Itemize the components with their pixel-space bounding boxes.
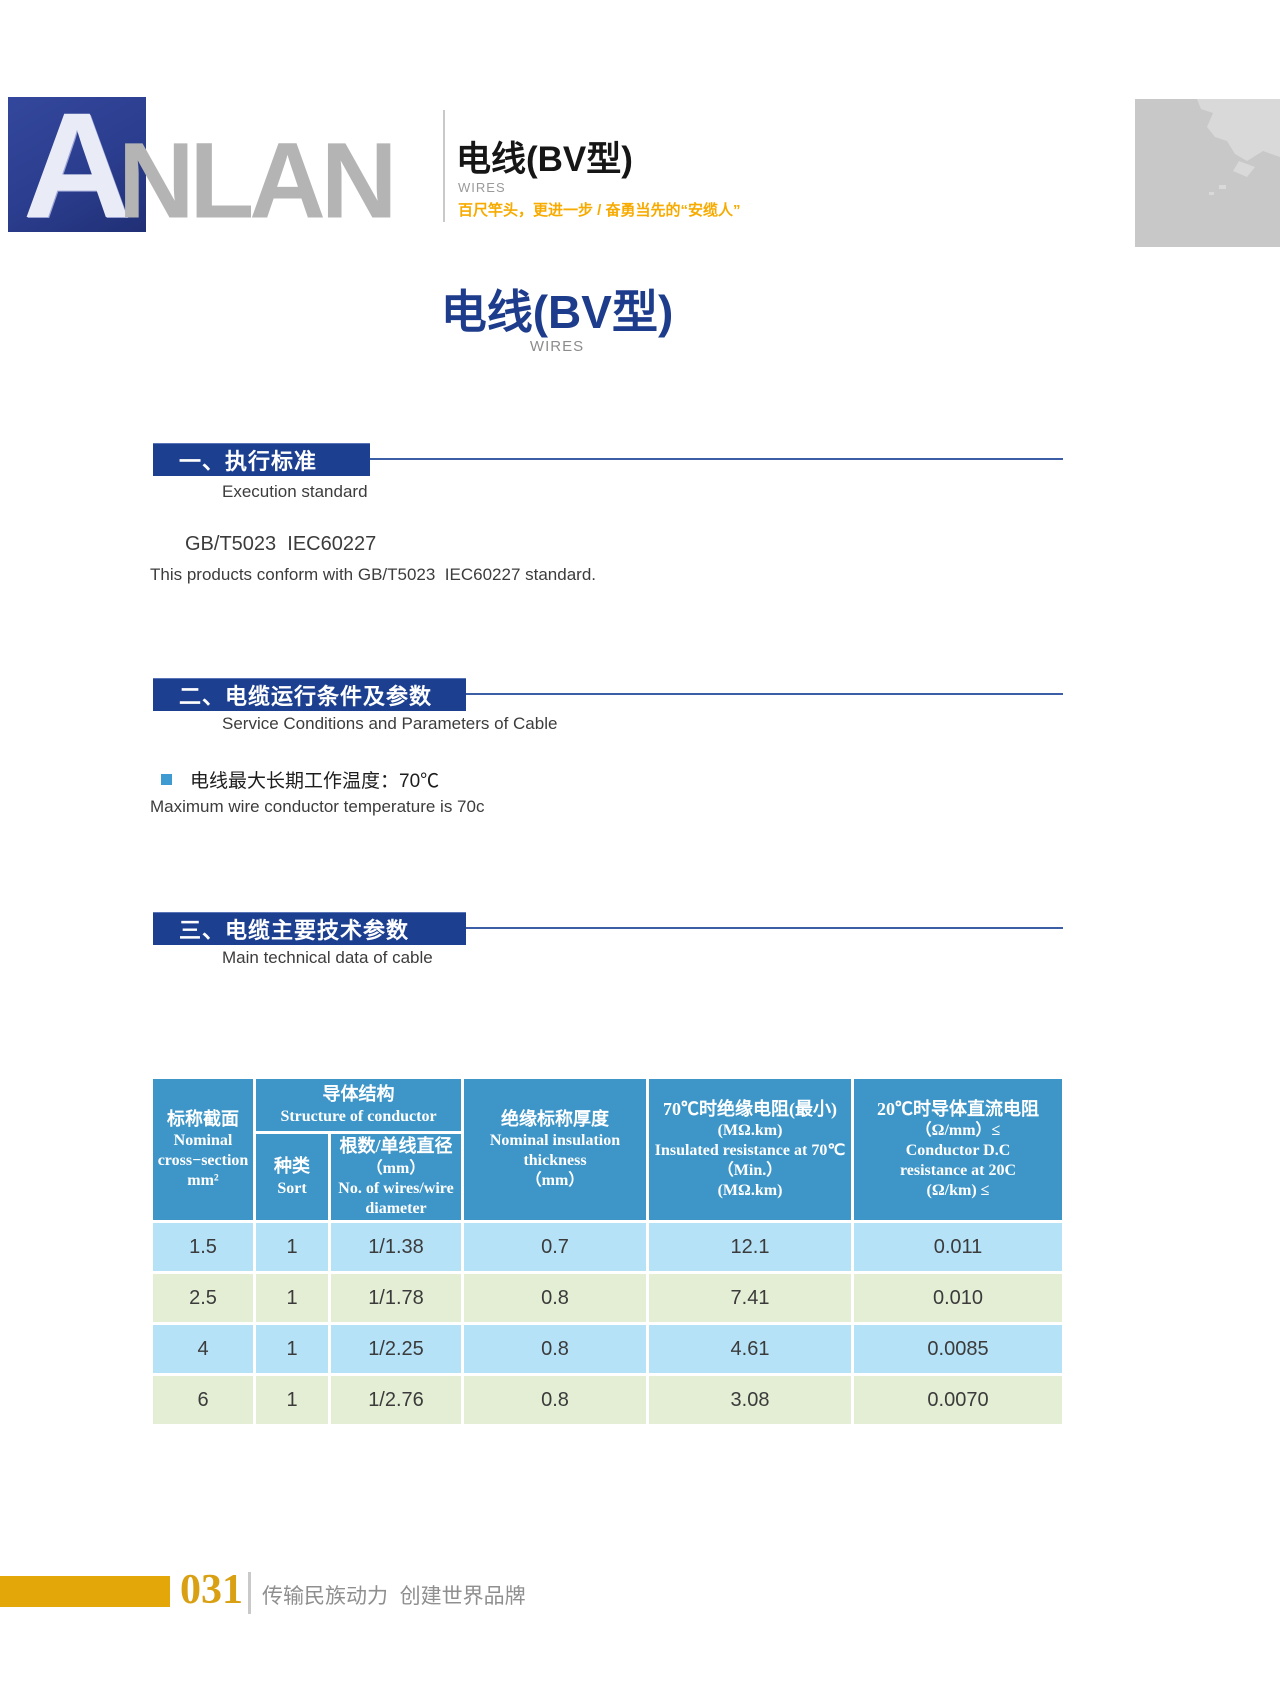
cell-dc-resistance: 0.011 <box>854 1223 1062 1271</box>
bullet-square-icon <box>161 774 172 785</box>
footer-slogan: 传输民族动力 创建世界品牌 <box>262 1585 526 1608</box>
anlan-logo: A <box>8 90 146 240</box>
header-line: （mm） <box>366 1159 426 1177</box>
section1-heading-en: Execution standard <box>222 482 368 501</box>
header-line: Conductor D.C <box>905 1142 1011 1160</box>
cell-sort: 1 <box>256 1274 328 1322</box>
header-line: resistance at 20C <box>899 1162 1017 1180</box>
header-line: diameter <box>365 1199 427 1217</box>
section1-standard-note: This products conform with GB/T5023 IEC6… <box>150 565 597 584</box>
section1-rule <box>370 458 1063 460</box>
section3-heading: 三、电缆主要技术参数 <box>153 912 466 945</box>
cell-insulation-resistance: 7.41 <box>649 1274 851 1322</box>
anlan-logo-a-letter: A <box>22 80 132 249</box>
header-line: （Min.） <box>717 1162 783 1180</box>
header-line: (MΩ.km) <box>717 1182 783 1200</box>
brand-divider <box>443 110 445 222</box>
header-line: thickness <box>523 1152 587 1170</box>
col-header-sort: 种类 Sort <box>256 1134 328 1220</box>
header-line: （mm） <box>525 1172 585 1190</box>
section1-heading: 一、执行标准 <box>153 443 370 476</box>
header-line: 绝缘标称厚度 <box>501 1108 609 1129</box>
technical-data-table: 标称截面 Nominal cross−section mm² 导体结构 Stru… <box>150 1076 1065 1427</box>
cell-wires-diameter: 1/2.76 <box>331 1376 461 1424</box>
anlan-logo-text: NLAN <box>118 120 397 242</box>
cell-sort: 1 <box>256 1376 328 1424</box>
header-line: cross−section <box>157 1152 249 1170</box>
header-line: Sort <box>277 1179 307 1197</box>
header-line: (MΩ.km) <box>717 1122 783 1140</box>
header-line: Insulated resistance at 70℃ <box>654 1142 846 1160</box>
col-header-insulation-thickness: 绝缘标称厚度 Nominal insulation thickness （mm） <box>464 1079 646 1220</box>
section3-rule <box>466 927 1063 929</box>
header-line: (Ω/km) ≤ <box>926 1182 990 1200</box>
cell-cross-section: 4 <box>153 1325 253 1373</box>
section2-heading: 二、电缆运行条件及参数 <box>153 678 466 711</box>
header-line: Structure of conductor <box>280 1107 437 1125</box>
header-line: 20℃时导体直流电阻 <box>877 1098 1039 1119</box>
header-line: 70℃时绝缘电阻(最小) <box>663 1098 837 1119</box>
cell-sort: 1 <box>256 1223 328 1271</box>
table-row: 4 1 1/2.25 0.8 4.61 0.0085 <box>153 1325 1062 1373</box>
page-number: 031 <box>180 1567 243 1613</box>
header-line: No. of wires/wire <box>338 1179 454 1197</box>
header-line: mm² <box>187 1172 219 1190</box>
footer-divider <box>248 1572 251 1614</box>
section3-heading-en: Main technical data of cable <box>222 948 433 967</box>
col-header-dc-resistance: 20℃时导体直流电阻 （Ω/mm）≤ Conductor D.C resista… <box>854 1079 1062 1220</box>
page-title: 电线(BV型) <box>440 286 674 338</box>
cell-insulation-resistance: 4.61 <box>649 1325 851 1373</box>
page-title-en: WIRES <box>529 338 585 355</box>
table-row: 1.5 1 1/1.38 0.7 12.1 0.011 <box>153 1223 1062 1271</box>
cell-cross-section: 6 <box>153 1376 253 1424</box>
table-row: 2.5 1 1/1.78 0.8 7.41 0.010 <box>153 1274 1062 1322</box>
footer-gold-bar <box>0 1576 170 1607</box>
section1-standard-codes: GB/T5023 IEC60227 <box>185 533 377 555</box>
cell-dc-resistance: 0.010 <box>854 1274 1062 1322</box>
header-line: Nominal insulation <box>489 1132 621 1150</box>
cell-dc-resistance: 0.0070 <box>854 1376 1062 1424</box>
section2-rule <box>466 693 1063 695</box>
cell-insulation-resistance: 12.1 <box>649 1223 851 1271</box>
cell-wires-diameter: 1/1.38 <box>331 1223 461 1271</box>
col-header-nominal-cross-section: 标称截面 Nominal cross−section mm² <box>153 1079 253 1220</box>
map-landmass-shape <box>1197 99 1280 195</box>
header-line: 种类 <box>274 1156 310 1177</box>
col-header-insulation-resistance: 70℃时绝缘电阻(最小) (MΩ.km) Insulated resistanc… <box>649 1079 851 1220</box>
table-row: 6 1 1/2.76 0.8 3.08 0.0070 <box>153 1376 1062 1424</box>
header-product-title-zh: 电线(BV型) <box>456 140 633 179</box>
cell-insulation-thickness: 0.8 <box>464 1325 646 1373</box>
header-line: 导体结构 <box>322 1084 395 1105</box>
section2-heading-en: Service Conditions and Parameters of Cab… <box>222 714 558 733</box>
cell-wires-diameter: 1/1.78 <box>331 1274 461 1322</box>
cell-insulation-thickness: 0.8 <box>464 1376 646 1424</box>
cell-insulation-thickness: 0.7 <box>464 1223 646 1271</box>
header-line: Nominal <box>173 1132 233 1150</box>
col-header-structure-of-conductor: 导体结构 Structure of conductor <box>256 1079 461 1131</box>
cell-dc-resistance: 0.0085 <box>854 1325 1062 1373</box>
header-product-title-en: WIRES <box>458 180 506 195</box>
section2-bullet-en: Maximum wire conductor temperature is 70… <box>150 797 485 816</box>
world-map-image <box>1135 99 1280 247</box>
cell-insulation-resistance: 3.08 <box>649 1376 851 1424</box>
section2-bullet-zh: 电线最大长期工作温度：70℃ <box>190 771 440 792</box>
col-header-wires-diameter: 根数/单线直径 （mm） No. of wires/wire diameter <box>331 1134 461 1220</box>
cell-cross-section: 2.5 <box>153 1274 253 1322</box>
cell-sort: 1 <box>256 1325 328 1373</box>
header-line: 根数/单线直径 <box>339 1136 453 1157</box>
header-line: （Ω/mm）≤ <box>915 1122 1001 1140</box>
cell-insulation-thickness: 0.8 <box>464 1274 646 1322</box>
header-brand-slogan: 百尺竿头，更进一步 / 奋勇当先的“安缆人” <box>458 202 741 219</box>
cell-wires-diameter: 1/2.25 <box>331 1325 461 1373</box>
header-line: 标称截面 <box>167 1108 239 1129</box>
cell-cross-section: 1.5 <box>153 1223 253 1271</box>
